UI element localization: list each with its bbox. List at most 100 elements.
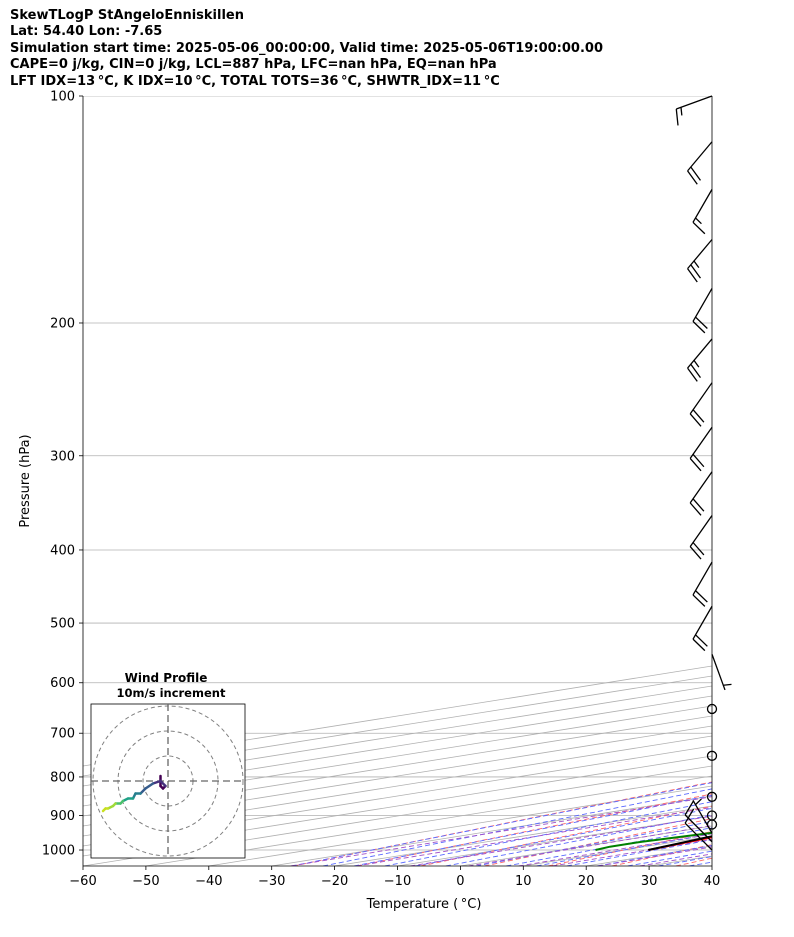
dry-adiabat-line xyxy=(356,793,712,866)
x-tick-label: 40 xyxy=(704,874,721,889)
moist-adiabat-line xyxy=(476,820,712,866)
dry-adiabat-line xyxy=(484,818,712,866)
isotherm-line xyxy=(523,835,712,866)
dry-adiabat-line xyxy=(740,96,794,866)
wind-barb-shaft xyxy=(692,189,713,223)
wind-barb-half-flag xyxy=(680,107,683,116)
dewpoint-line xyxy=(595,831,712,851)
moist-adiabat-line xyxy=(720,96,794,866)
y-tick-label: 200 xyxy=(50,316,75,331)
title-line-times: Simulation start time: 2025-05-06_00:00:… xyxy=(10,40,603,56)
y-axis-label: Pressure (hPa) xyxy=(18,434,33,527)
mixing-ratio-line xyxy=(290,796,712,866)
x-tick-label: −20 xyxy=(321,874,348,889)
title-line-station: SkewTLogP StAngeloEnniskillen xyxy=(10,8,244,23)
wind-barb-flag xyxy=(689,413,702,427)
wind-barb-shaft xyxy=(692,605,713,640)
y-tick-label: 600 xyxy=(50,676,75,691)
y-tick-label: 400 xyxy=(50,543,75,558)
y-tick-label: 100 xyxy=(50,90,75,105)
x-tick-label: 0 xyxy=(456,874,464,889)
isotherm-line xyxy=(711,865,712,866)
wind-barb-flag xyxy=(684,800,695,816)
wind-barb-half-flag xyxy=(723,683,732,686)
y-tick-label: 900 xyxy=(50,809,75,824)
moist-adiabat-line xyxy=(354,794,712,866)
wind-barb-shaft xyxy=(689,515,713,547)
moist-adiabat-line xyxy=(627,850,712,866)
wind-barb-shaft xyxy=(689,471,713,504)
title-line-location: Lat: 54.40 Lon: -7.65 xyxy=(10,24,163,40)
wind-barb-flag xyxy=(692,221,706,235)
shaded-region xyxy=(648,836,712,850)
wind-barb-flag xyxy=(695,590,708,603)
wind-barb-flag xyxy=(689,546,702,560)
isotherm-line xyxy=(83,705,712,807)
x-tick-label: 20 xyxy=(578,874,595,889)
wind-barbs xyxy=(675,95,732,851)
wind-barb-shaft xyxy=(711,654,726,691)
wind-barb-flag xyxy=(692,594,706,607)
mixing-ratio-line xyxy=(552,838,712,866)
wind-barb-half-flag xyxy=(693,260,700,269)
wind-barb-flag xyxy=(687,170,698,185)
wind-barb-shaft xyxy=(689,426,713,459)
y-tick-label: 1000 xyxy=(42,844,75,859)
x-tick-label: 30 xyxy=(641,874,658,889)
isotherm-line xyxy=(83,715,712,817)
calm-wind-circle xyxy=(706,703,718,715)
moist-adiabat-line xyxy=(291,782,712,866)
isotherm-line xyxy=(83,735,712,837)
wind-barb-flag xyxy=(690,264,701,279)
parcel-profile-line xyxy=(648,835,712,851)
wind-barb-flag xyxy=(692,320,706,334)
mixing-ratio-line xyxy=(518,833,712,866)
x-tick-label: −30 xyxy=(258,874,285,889)
y-tick-label: 700 xyxy=(50,727,75,742)
moist-adiabat-line xyxy=(658,856,712,866)
moist-adiabat-line xyxy=(384,801,712,866)
y-tick-label: 800 xyxy=(50,770,75,785)
isotherm-line xyxy=(83,695,712,797)
wind-barb-flag xyxy=(692,409,705,423)
isotherm-line xyxy=(397,815,712,866)
isotherm-line xyxy=(334,805,712,866)
wind-barb-flag xyxy=(684,808,695,824)
calm-wind-circle xyxy=(706,810,718,821)
calm-wind-circle xyxy=(706,791,718,802)
wind-barb-shaft xyxy=(692,561,713,596)
moist-adiabat-line xyxy=(536,833,712,866)
temperature-line xyxy=(648,836,712,851)
moist-adiabat-line xyxy=(415,807,712,866)
wind-barb-flag xyxy=(692,638,706,652)
wind-barb-flag xyxy=(695,634,708,647)
wind-barb-shaft xyxy=(684,814,713,843)
shaded-area xyxy=(648,836,712,850)
wind-barb-flag xyxy=(675,108,679,126)
isotherm-line xyxy=(586,845,712,866)
isotherm-line xyxy=(83,725,712,827)
y-tick-label: 300 xyxy=(50,449,75,464)
x-tick-label: −40 xyxy=(195,874,222,889)
wind-barb-flag xyxy=(692,498,705,512)
wind-barb-flag xyxy=(687,268,698,283)
wind-barb-half-flag xyxy=(695,798,702,806)
wind-barb-half-flag xyxy=(693,360,700,368)
wind-barb-flag xyxy=(692,453,705,468)
wind-barb-flag xyxy=(692,542,705,556)
title-line-indices-1: CAPE=0 j/kg, CIN=0 j/kg, LCL=887 hPa, LF… xyxy=(10,57,497,73)
wind-barb-shaft xyxy=(689,382,713,415)
moist-adiabat-line xyxy=(506,827,712,866)
moist-adiabat-line xyxy=(566,839,712,866)
calm-wind-circle xyxy=(706,750,718,761)
isotherm-line xyxy=(83,665,712,767)
dry-adiabat-line xyxy=(612,844,712,866)
x-tick-label: −50 xyxy=(132,874,159,889)
mixing-ratio-line xyxy=(468,825,712,866)
isotherm-line xyxy=(460,825,712,866)
x-tick-label: −10 xyxy=(384,874,411,889)
x-tick-label: −60 xyxy=(69,874,96,889)
axes: −60 −50 −40 −30 −20 −10 0 10 20 30 40 1000 900 800 700… xyxy=(42,90,720,890)
hodograph-inset: Wind Profile 10m/s increment xyxy=(90,671,246,859)
